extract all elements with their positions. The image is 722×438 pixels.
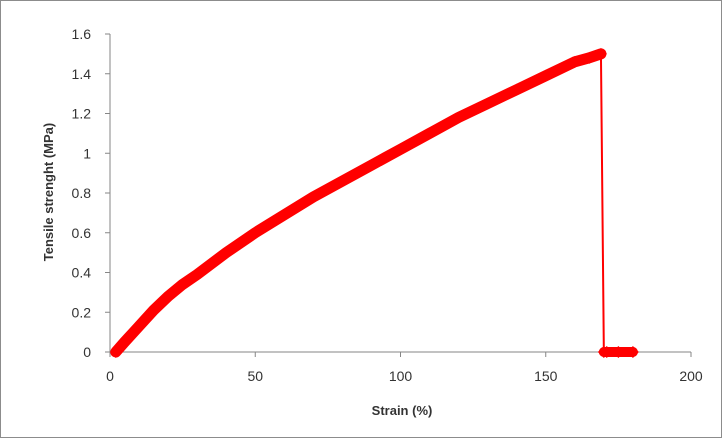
y-tick-label: 0.8 (72, 185, 92, 201)
data-point (612, 346, 625, 358)
data-point (162, 290, 175, 303)
y-tick-label: 0 (83, 344, 91, 360)
tick-labels: 0 50 100 150 200 0 0.2 0.4 0.6 0.8 1 1.2 1.4 1.6 (72, 26, 703, 384)
data-point (594, 47, 607, 60)
series-marker-band (110, 48, 607, 358)
x-tick-label: 200 (679, 368, 703, 384)
x-tick-label: 150 (534, 368, 558, 384)
y-tick-label: 1.2 (72, 106, 92, 122)
data-point (539, 69, 552, 82)
y-tick-label: 0.6 (72, 225, 92, 241)
data-point (176, 278, 189, 291)
y-tick-label: 1.6 (72, 26, 92, 42)
data-point (452, 111, 465, 124)
data-point (365, 159, 378, 172)
y-tick-label: 0.2 (72, 304, 92, 320)
data-point (626, 346, 639, 358)
y-tick-label: 1 (83, 145, 91, 161)
data-point (336, 175, 349, 188)
x-tick-label: 50 (247, 368, 263, 384)
data-point (583, 51, 596, 64)
plot-area (109, 47, 639, 358)
data-point (423, 127, 436, 140)
x-tick-label: 100 (389, 368, 413, 384)
data-point (481, 97, 494, 110)
data-point (278, 208, 291, 221)
data-point (118, 336, 131, 349)
series-line (115, 52, 633, 353)
data-point (220, 246, 233, 259)
y-tick-label: 1.4 (72, 66, 92, 82)
data-point (510, 83, 523, 96)
data-point (307, 190, 320, 203)
data-point (133, 320, 146, 333)
x-tick-label: 0 (106, 368, 114, 384)
data-point (191, 268, 204, 281)
data-point (394, 143, 407, 156)
data-point (109, 346, 122, 358)
chart-axes (105, 33, 692, 357)
data-point (568, 55, 581, 68)
data-point (147, 304, 160, 317)
data-point (600, 346, 613, 358)
x-axis-title: Strain (%) (372, 403, 433, 418)
y-tick-label: 0.4 (72, 265, 92, 281)
data-point (249, 226, 262, 239)
y-axis-title: Tensile strenght (MPa) (41, 123, 56, 261)
